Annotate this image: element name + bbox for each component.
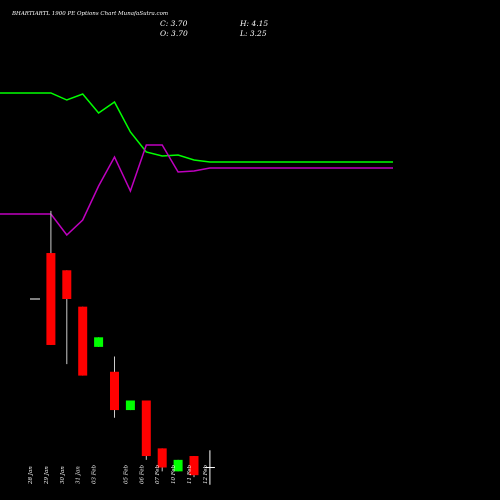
x-tick-label: 29 Jan (44, 466, 50, 485)
candle-07-feb (157, 448, 167, 472)
candle-body (46, 253, 56, 345)
candle-03-feb (94, 337, 104, 347)
x-axis-labels: 28 Jan 29 Jan 30 Jan 31 Jan 03 Feb 05 Feb 06 F… (28, 464, 209, 485)
close-value: C: 3.70 (160, 19, 188, 28)
candles (30, 210, 215, 485)
x-tick-label: 28 Jan (28, 466, 34, 485)
candle-body (141, 400, 151, 457)
candle-body (110, 371, 119, 411)
indicator-lines (0, 92, 393, 237)
candle-body (62, 270, 72, 299)
candle-body (125, 400, 135, 411)
candle-29-jan (46, 210, 56, 345)
candle-body (94, 337, 104, 347)
low-value: L: 3.25 (240, 29, 267, 38)
x-tick-label: 12 Feb (203, 464, 209, 484)
high-value: H: 4.15 (240, 19, 269, 28)
open-value: O: 3.70 (160, 29, 188, 38)
candle-body (157, 448, 167, 468)
x-tick-label: 30 Jan (60, 466, 66, 484)
candle-12-feb (204, 450, 215, 485)
candle-body (78, 306, 88, 376)
x-tick-label: 05 Feb (123, 464, 129, 484)
x-tick-label: 10 Feb (171, 464, 177, 484)
candle-30-jan (62, 270, 72, 365)
indicator-line-1 (0, 92, 393, 163)
x-tick-label: 31 Jan (76, 466, 82, 484)
x-tick-label: 03 Feb (92, 464, 98, 484)
candle-04-feb (110, 356, 119, 418)
chart-title: BHARTIARTL 1900 PE Options Chart MunafaS… (12, 11, 169, 17)
x-tick-label: 11 Feb (187, 464, 193, 484)
candle-body (173, 459, 183, 472)
candle-11-feb (189, 456, 199, 478)
candle-06-feb (141, 400, 151, 460)
x-tick-label: 06 Feb (139, 464, 145, 484)
candle-31-jan (78, 306, 88, 376)
indicator-line-2 (0, 144, 393, 237)
x-tick-label: 07 Feb (155, 464, 161, 484)
candle-10-feb (173, 459, 183, 472)
candle-body (189, 456, 199, 476)
candle-05-feb (125, 400, 135, 411)
